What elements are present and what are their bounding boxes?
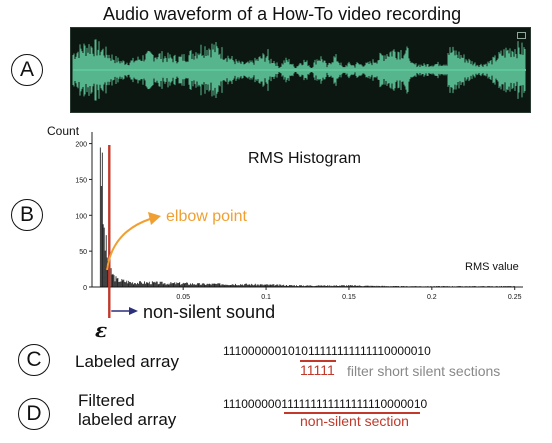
filtered-label-line2: labeled array: [78, 410, 177, 429]
y-tick-label: 100: [75, 213, 87, 220]
x-tick-label: 0.25: [508, 294, 522, 301]
panel-letter-a: A: [11, 54, 43, 86]
y-tick-label: 150: [75, 177, 87, 184]
x-tick-label: 0.05: [176, 294, 190, 301]
x-tick-label: 0.2: [427, 294, 437, 301]
x-tick-label: 0.1: [261, 294, 271, 301]
filtered-array-value: 111000000111111111111111110000010: [223, 397, 428, 411]
elbow-arrow-line: [106, 218, 151, 271]
x-tick-label: 0.15: [342, 294, 356, 301]
y-tick-label: 0: [83, 285, 87, 292]
waveform-plot: [72, 39, 526, 101]
filter-bits: 11111: [300, 362, 335, 378]
short-section-underline: [300, 360, 336, 362]
window-icon: [517, 32, 526, 39]
y-tick-label: 200: [75, 142, 87, 149]
panel-letter-b: B: [11, 199, 43, 231]
histogram-bars: [99, 147, 515, 287]
non-silent-sound-label: non-silent sound: [143, 302, 276, 322]
y-axis-label: Count: [47, 124, 80, 138]
filtered-label-line1: Filtered: [78, 391, 135, 410]
epsilon-threshold-label: ε: [95, 318, 108, 342]
labeled-array-value: 111000000101011111111111110000010: [223, 344, 431, 358]
non-silent-arrow-head: [129, 307, 138, 315]
non-silent-section-underline: [284, 412, 420, 414]
elbow-point-label: elbow point: [166, 208, 247, 225]
x-axis-label: RMS value: [465, 261, 519, 273]
labeled-array-label: Labeled array: [75, 352, 179, 371]
waveform-display: [70, 27, 531, 113]
y-tick-label: 50: [79, 249, 87, 256]
histogram-title: RMS Histogram: [248, 150, 361, 167]
panel-letter-c: C: [18, 344, 50, 376]
panel-letter-d: D: [18, 398, 50, 430]
waveform-title: Audio waveform of a How-To video recordi…: [103, 4, 462, 24]
filter-short-silent-text: filter short silent sections: [347, 363, 501, 379]
elbow-arrow-head: [148, 212, 161, 225]
non-silent-section-label: non-silent section: [300, 413, 409, 429]
